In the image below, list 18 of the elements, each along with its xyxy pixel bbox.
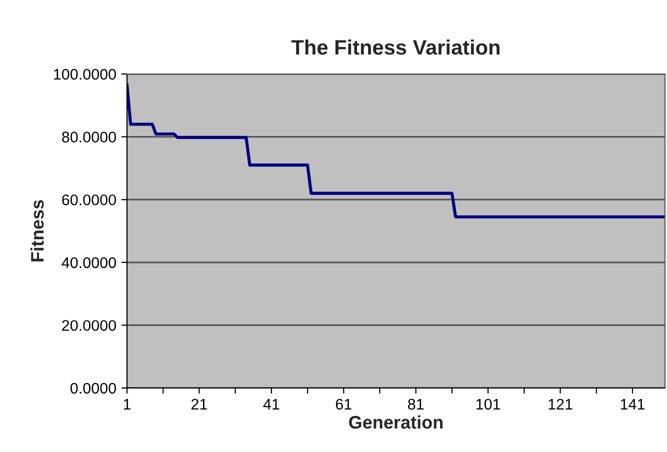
x-tick-label: 101: [476, 398, 500, 410]
y-axis-title: Fitness: [30, 200, 44, 262]
x-tick-label: 21: [191, 398, 207, 410]
x-tick-label: 1: [124, 398, 131, 410]
x-tick-label: 61: [336, 398, 352, 410]
x-axis-title: Generation: [349, 415, 443, 429]
y-tick-label: 40.0000: [62, 257, 116, 268]
y-tick-label: 100.0000: [54, 68, 116, 80]
line-series: [127, 83, 665, 218]
x-tick-label: 81: [408, 398, 424, 410]
x-tick-label: 41: [263, 398, 280, 410]
chart-title: The Fitness Variation: [291, 39, 500, 55]
y-tick-label: 80.0000: [62, 132, 116, 142]
y-tick-label: 60.0000: [62, 194, 116, 206]
x-tick-label: 121: [548, 398, 572, 410]
x-tick-label: 141: [620, 398, 645, 410]
y-tick-label: 20.0000: [62, 320, 116, 331]
y-tick-label: 0.0000: [70, 382, 116, 394]
